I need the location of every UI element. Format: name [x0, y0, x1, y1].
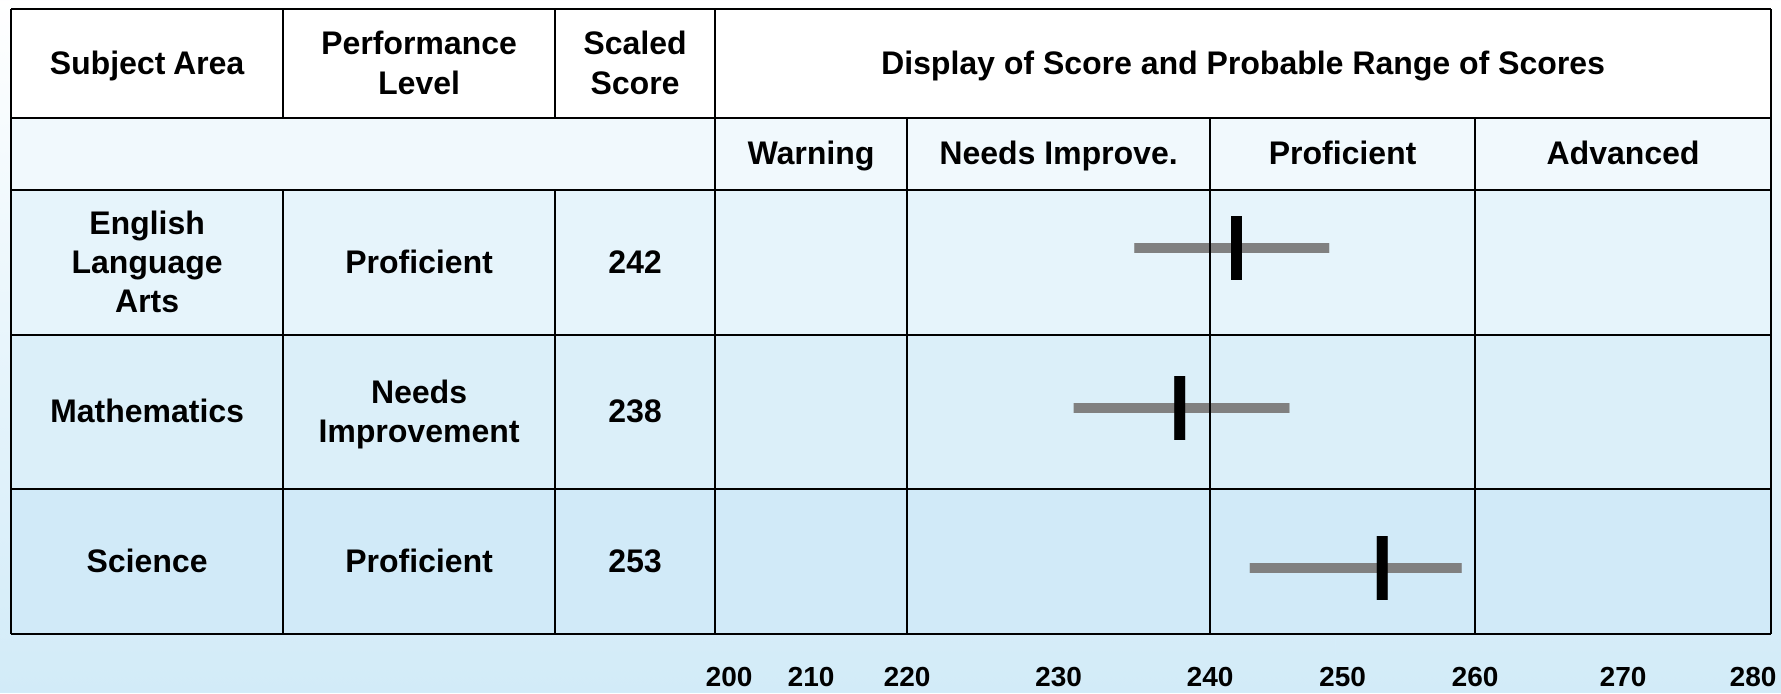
row-background	[11, 489, 1771, 634]
row-science-score: 253	[608, 542, 662, 579]
x-tick-label: 240	[1186, 661, 1234, 692]
row-background	[11, 118, 1771, 190]
row-math-level: Needs Improvement	[318, 373, 520, 449]
x-tick-label: 210	[787, 661, 835, 692]
row-ela-level: Proficient	[345, 243, 493, 280]
row-math-score: 238	[608, 393, 662, 430]
table-grid	[10, 8, 1772, 635]
row-math-subject: Mathematics	[50, 393, 244, 430]
row-ela-subject: English Language Arts	[71, 204, 223, 320]
row-science-subject: Science	[86, 542, 208, 579]
x-tick-label: 230	[1035, 661, 1082, 692]
row-background	[11, 190, 1771, 335]
x-tick-label: 260	[1451, 661, 1499, 692]
chart-title: Display of Score and Probable Range of S…	[881, 44, 1605, 81]
header-subject-area: Subject Area	[49, 44, 245, 81]
score-marker	[1376, 536, 1388, 600]
table-background	[11, 9, 1771, 634]
band-label-advanced: Advanced	[1546, 135, 1700, 172]
band-label-warning: Warning	[747, 135, 875, 172]
header-performance-level: Performance Level	[321, 25, 517, 101]
band-label-needs-improvement: Needs Improve.	[939, 135, 1178, 172]
row-ela-score: 242	[608, 243, 662, 280]
x-tick-label: 200	[705, 661, 753, 692]
x-tick-label: 220	[883, 661, 931, 692]
row-science-level: Proficient	[345, 542, 493, 579]
band-label-proficient: Proficient	[1268, 135, 1417, 172]
x-tick-label: 280	[1729, 661, 1777, 692]
x-tick-label: 250	[1319, 661, 1366, 692]
score-marker	[1231, 216, 1242, 280]
header-scaled-score: Scaled Score	[583, 25, 687, 101]
score-range-marks	[1073, 216, 1462, 600]
header-background	[11, 9, 1771, 118]
row-background	[11, 335, 1771, 489]
x-tick-label: 270	[1599, 661, 1647, 692]
score-marker	[1174, 376, 1186, 440]
